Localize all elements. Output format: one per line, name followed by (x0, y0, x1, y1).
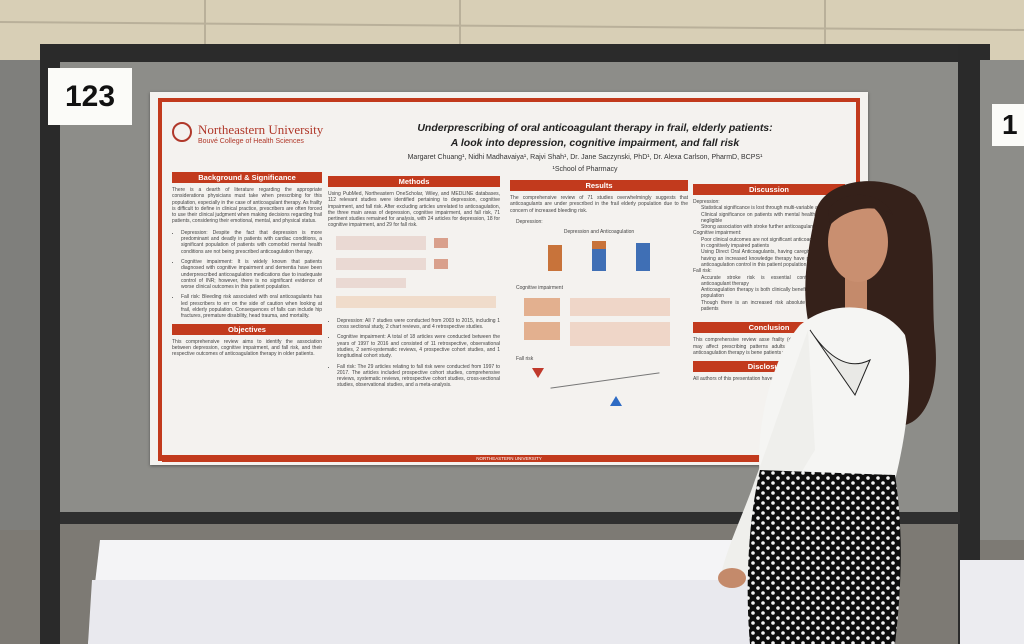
flow-box (434, 237, 448, 248)
flow-box (336, 277, 406, 288)
paragraph: All authors of this presentation have re… (693, 376, 818, 383)
figure (510, 366, 688, 416)
poster-title: Underprescribing of oral anticoagulant t… (417, 122, 773, 134)
board-bottom-frame (60, 512, 960, 524)
bullet: Cognitive impairment: A total of 18 arti… (337, 334, 500, 359)
collar (809, 329, 871, 397)
arrow-up (610, 396, 622, 407)
figure-bar (636, 243, 650, 272)
discussion-item: Depression: (693, 199, 720, 205)
paragraph: Using PubMed, Northeastern OneScholar, W… (328, 191, 500, 229)
board-post (40, 44, 60, 644)
result-label: Fall risk (516, 355, 534, 362)
discussion-item: Though there is an increased risk absolu… (701, 299, 845, 313)
section-heading: Results (510, 180, 688, 191)
flow-box (336, 257, 426, 270)
discussion-item: Strong association with stroke further a… (701, 224, 824, 231)
section-body: This comprehensive review aims to identi… (172, 339, 322, 358)
university-seal (172, 122, 192, 142)
figure (530, 237, 668, 277)
figure-box (570, 321, 670, 346)
section-heading: Objectives (172, 323, 322, 335)
poster: Northeastern University Bouvé College of… (150, 92, 868, 465)
college: Bouvé College of Health Sciences (198, 138, 304, 145)
adjacent-board-number: 1 (992, 104, 1024, 146)
section-heading: Methods (328, 176, 500, 187)
paragraph: The comprehensive review of 71 studies o… (510, 195, 688, 214)
face (828, 202, 888, 282)
column: Results The comprehensive review of 71 s… (510, 180, 688, 416)
paragraph: There is a dearth of literature regardin… (172, 187, 322, 225)
section-body: Depression: Statistical significance is … (693, 199, 845, 312)
section-heading: Discussion (693, 184, 845, 195)
section-heading: Background & Significance (172, 172, 322, 183)
bullet: Fall risk: Bleeding risk associated with… (181, 294, 322, 319)
discussion-item: Statistical significance is lost through… (701, 205, 840, 212)
discussion-item: Anticoagulation therapy is both clinical… (701, 287, 845, 300)
board-number: 123 (48, 68, 132, 125)
hand (718, 568, 746, 588)
institution: Northeastern University (198, 122, 324, 137)
poster-footer: NORTHEASTERN UNIVERSITY (162, 455, 856, 462)
figure-box (524, 297, 560, 316)
flow-diagram (334, 234, 496, 312)
figure-bar (592, 241, 606, 250)
hair-fringe (828, 194, 893, 225)
chart-title: Depression and Anticoagulation (563, 229, 635, 236)
result-label: Depression: (516, 218, 543, 225)
column: Background & Significance There is a dea… (172, 172, 322, 363)
bullet: Depression: Despite the fact that depres… (181, 230, 322, 255)
arrow-down (532, 368, 544, 379)
bullet: Fall risk: The 29 articles relating to f… (337, 364, 500, 389)
affiliation: ¹School of Pharmacy (552, 166, 618, 173)
result-label: Cognitive impairment (516, 285, 563, 292)
discussion-item: Cognitive impairment: (693, 230, 742, 237)
figure-bar (548, 245, 562, 272)
section-body: This comprehensive review asse frailty (… (693, 337, 845, 356)
discussion-item: Poor clinical outcomes are not significa… (701, 236, 845, 250)
left-board (0, 60, 40, 530)
next-table (960, 560, 1024, 644)
column: Methods Using PubMed, Northeastern OneSc… (328, 176, 500, 393)
paragraph: This comprehensive review aims to identi… (172, 338, 322, 358)
poster-title: A look into depression, cognitive impair… (450, 137, 740, 149)
bullet: Cognitive impairment: It is widely known… (181, 259, 322, 290)
figure (510, 296, 688, 352)
column: Discussion Depression: Statistical signi… (693, 184, 845, 388)
section-body: The comprehensive review of 71 studies o… (510, 195, 688, 416)
paragraph: This comprehensive review asse frailty (… (693, 337, 845, 356)
sleeve (722, 330, 815, 582)
section-body: Using PubMed, Northeastern OneScholar, W… (328, 191, 500, 389)
flow-box (434, 258, 448, 269)
wall-seam (0, 21, 1024, 31)
discussion-item: Fall risk: (693, 268, 712, 275)
bullet-list: Depression: Despite the fact that depres… (172, 230, 322, 320)
skirt (747, 470, 901, 644)
discussion-item: Clinical significance on patients with m… (701, 211, 845, 224)
discussion-item: Accurate stroke risk is essential contra… (701, 274, 845, 287)
section-heading: Disclosures (693, 361, 845, 373)
flow-box (336, 235, 426, 250)
discussion-item: Using Direct Oral Anticoagulants, having… (701, 249, 845, 268)
section-body: All authors of this presentation have re… (693, 376, 845, 382)
flow-box (336, 295, 496, 308)
table-skirt (88, 580, 772, 644)
board-top-frame (40, 44, 990, 62)
figure-box (570, 297, 670, 316)
board-post (958, 44, 980, 644)
figure-box (524, 321, 560, 340)
section-body: There is a dearth of literature regardin… (172, 187, 322, 320)
section-heading: Conclusion (693, 322, 845, 334)
bullet: Depression: All 7 studies were conducted… (337, 318, 500, 331)
authors: Margaret Chuang¹, Nidhi Madhavaiya¹, Raj… (407, 154, 763, 161)
bullet-list: Depression: All 7 studies were conducted… (328, 318, 500, 389)
